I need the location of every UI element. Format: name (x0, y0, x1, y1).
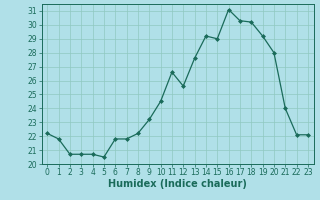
X-axis label: Humidex (Indice chaleur): Humidex (Indice chaleur) (108, 179, 247, 189)
